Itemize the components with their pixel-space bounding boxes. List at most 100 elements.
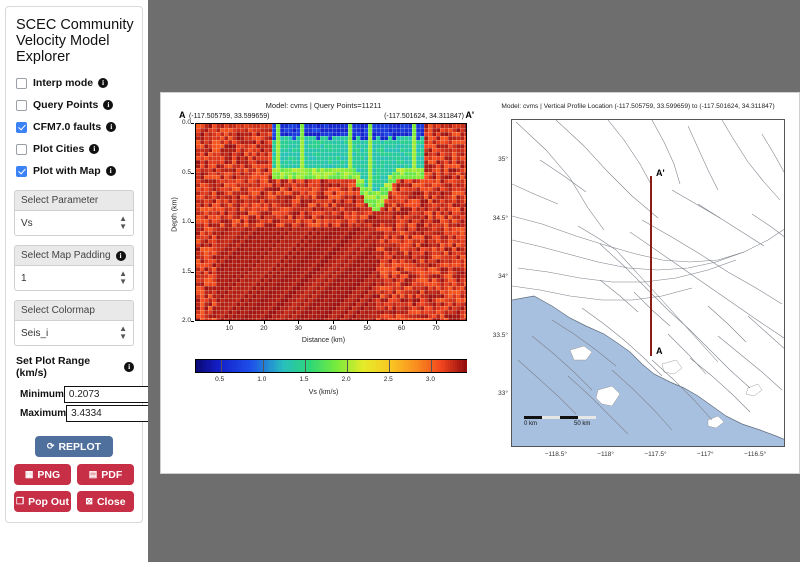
depth-tick-label: 1.5 (181, 267, 191, 275)
profile-end-cap: A' (656, 168, 665, 178)
label-query-points: Query Points (33, 99, 99, 111)
replot-button[interactable]: ⟳ REPLOT (35, 436, 113, 457)
chevron-updown-icon: ▲ ▼ (119, 214, 127, 231)
control-sidebar: SCEC Community Velocity Model Explorer I… (0, 0, 209, 562)
refresh-icon: ⟳ (46, 441, 55, 451)
profile-start-cap: A (656, 346, 663, 356)
chevron-updown-icon: ▲ ▼ (119, 324, 127, 341)
info-icon[interactable]: i (106, 122, 117, 132)
checkbox-plot-with-map[interactable] (16, 165, 27, 177)
checkbox-row-interp-mode[interactable]: Interp mode i (16, 77, 134, 89)
label-cfm-faults: CFM7.0 faults (33, 121, 102, 133)
cross-section-title: Model: cvms | Query Points=11211 (265, 101, 382, 110)
label-select-colormap-text: Select Colormap (21, 305, 95, 316)
latitude-tick-label: 33° (498, 390, 508, 398)
info-icon[interactable]: i (124, 362, 134, 372)
scale-bar-zero: 0 km (524, 421, 538, 427)
longitude-tick-label: −117.5° (644, 451, 667, 458)
latitude-tick-label: 34.5° (492, 214, 508, 222)
map-plot-area[interactable]: A' A 0 km 50 km (511, 119, 785, 447)
label-plot-cities: Plot Cities (33, 143, 85, 155)
longitude-tick-label: −117° (696, 451, 714, 458)
close-button[interactable]: ⊠ Close (77, 491, 134, 512)
checkbox-plot-cities[interactable] (16, 143, 27, 155)
colorbar-tick-label: 0.5 (215, 376, 225, 383)
checkbox-row-plot-with-map[interactable]: Plot with Map i (16, 165, 134, 177)
checkbox-interp-mode[interactable] (16, 77, 27, 89)
png-button[interactable]: ▦ PNG (14, 464, 71, 485)
chevron-updown-icon: ▲ ▼ (119, 269, 127, 286)
colorbar-tick-label: 1.0 (257, 376, 267, 383)
replot-button-label: REPLOT (58, 440, 102, 453)
scale-bar (524, 416, 596, 419)
map-graphic (512, 120, 784, 446)
image-icon: ▦ (24, 469, 34, 479)
distance-tick-label: 70 (432, 325, 440, 332)
cross-section-right-coord: (-117.501624, 34.311847) (384, 113, 464, 120)
checkbox-cfm-faults[interactable] (16, 121, 27, 133)
checkbox-query-points[interactable] (16, 99, 27, 111)
select-parameter[interactable]: Vs ▲ ▼ (14, 210, 134, 236)
select-map-padding-value: 1 (21, 272, 27, 284)
info-icon[interactable]: i (89, 144, 100, 154)
distance-axis-title: Distance (km) (301, 337, 346, 344)
depth-tick-label: 2.0 (181, 317, 191, 324)
info-icon[interactable]: i (105, 166, 116, 176)
field-select-colormap: Select Colormap Seis_i ▲ ▼ (14, 300, 134, 346)
cross-section-right-cap: A' (465, 110, 474, 120)
latitude-tick-label: 33.5° (492, 331, 508, 339)
ocean-area (512, 296, 784, 446)
checkbox-row-plot-cities[interactable]: Plot Cities i (16, 143, 134, 155)
depth-axis-title: Depth (km) (171, 197, 179, 232)
depth-tick-label: 1.0 (181, 218, 191, 225)
checkbox-row-cfm-faults[interactable]: CFM7.0 faults i (16, 121, 134, 133)
colorbar-label: Vs (km/s) (308, 389, 339, 396)
colorbar-tick-label: 2.5 (383, 376, 393, 383)
pdf-button-label: PDF (101, 468, 123, 481)
scale-bar-max: 50 km (574, 421, 591, 427)
longitude-tick-label: −116.5° (744, 451, 767, 458)
select-parameter-value: Vs (21, 217, 33, 229)
info-icon[interactable]: i (98, 78, 109, 88)
latitude-tick-label: 34° (498, 273, 508, 281)
plot-range-title-text: Set Plot Range (km/s) (16, 355, 91, 379)
select-colormap[interactable]: Seis_i ▲ ▼ (14, 320, 134, 346)
pdf-button[interactable]: ▤ PDF (77, 464, 134, 485)
field-select-parameter: Select Parameter Vs ▲ ▼ (14, 190, 134, 236)
range-row-minimum: Minimum (14, 386, 206, 403)
export-button-group: ▦ PNG ▤ PDF ❐ Pop Out ⊠ Close (14, 464, 134, 512)
png-button-label: PNG (37, 468, 61, 481)
popout-button-label: Pop Out (28, 495, 69, 508)
distance-tick-label: 50 (363, 325, 371, 332)
plot-card: Model: cvms | Query Points=11211 A (-117… (160, 92, 800, 474)
depth-tick-label: 0.5 (181, 168, 191, 176)
cross-section-figure: Model: cvms | Query Points=11211 A (-117… (171, 101, 476, 469)
info-icon[interactable]: i (115, 250, 126, 261)
select-colormap-value: Seis_i (21, 327, 49, 339)
cross-section-plot-area (195, 123, 467, 321)
map-title: Model: cvms | Vertical Profile Location … (501, 103, 775, 110)
distance-tick-label: 40 (329, 325, 337, 332)
field-select-map-padding: Select Map Padding i 1 ▲ ▼ (14, 245, 134, 291)
label-minimum: Minimum (20, 389, 64, 400)
plot-workspace: Model: cvms | Query Points=11211 A (-117… (148, 0, 800, 562)
map-figure: Model: cvms | Vertical Profile Location … (483, 101, 793, 469)
label-interp-mode: Interp mode (33, 77, 94, 89)
info-icon[interactable]: i (103, 100, 114, 110)
popout-button[interactable]: ❐ Pop Out (14, 491, 71, 512)
colorbar-gradient (196, 360, 468, 372)
cross-section-left-cap: A (179, 110, 186, 120)
plot-range-title: Set Plot Range (km/s) i (16, 355, 134, 379)
popout-icon: ❐ (16, 496, 25, 506)
colorbar (195, 359, 468, 373)
label-maximum: Maximum (20, 408, 67, 419)
page-title: SCEC Community Velocity Model Explorer (16, 17, 134, 65)
select-map-padding[interactable]: 1 ▲ ▼ (14, 265, 134, 291)
distance-tick-label: 60 (397, 325, 406, 332)
label-select-parameter: Select Parameter (14, 190, 134, 210)
cross-section-left-coord: (-117.505759, 33.599659) (189, 113, 270, 120)
checkbox-row-query-points[interactable]: Query Points i (16, 99, 134, 111)
label-plot-with-map: Plot with Map (33, 165, 101, 177)
close-button-label: Close (96, 495, 126, 508)
